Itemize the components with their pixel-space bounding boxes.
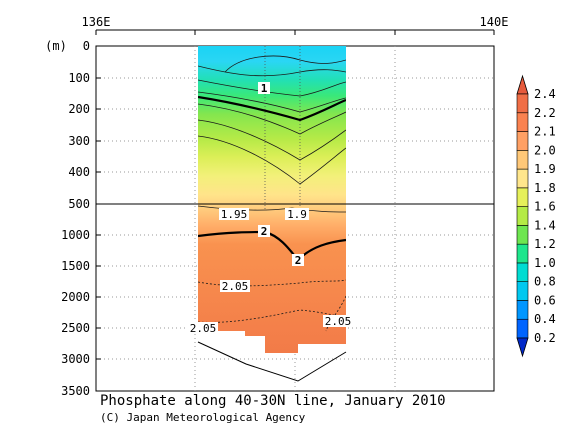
colorbar-cell: [516, 131, 529, 151]
contour-label-1-9: 1.9: [287, 208, 307, 221]
colorbar-cell: [516, 262, 529, 282]
colorbar-cell: [516, 187, 529, 207]
contour-label-2-05a: 2.05: [222, 280, 249, 293]
contour-label-2-05b: 2.05: [190, 322, 217, 335]
x-tick-140E: 140E: [480, 15, 509, 29]
x-axis-top: 136E 140E: [82, 15, 509, 35]
y-unit-label: (m): [45, 39, 67, 53]
colorbar-cell: [516, 93, 529, 114]
colorbar-bottom-arrow: [516, 337, 529, 358]
colorbar-level-label: 2.1: [534, 125, 556, 139]
x-tick-136E: 136E: [82, 15, 111, 29]
colorbar-level-label: 2.2: [534, 106, 556, 120]
y-tick-label: 1000: [61, 228, 90, 242]
y-tick-label: 0: [83, 39, 90, 53]
y-tick-label: 300: [68, 134, 90, 148]
colorbar-cell: [516, 168, 529, 189]
chart-title: Phosphate along 40-30N line, January 201…: [100, 393, 446, 409]
colorbar-cell: [516, 318, 529, 339]
colorbar-cell: [516, 150, 529, 170]
y-tick-label: 400: [68, 165, 90, 179]
colorbar-top-arrow: [516, 74, 529, 95]
contour-label-2b: 2: [295, 254, 302, 267]
chart-credit: (C) Japan Meteorological Agency: [100, 411, 306, 424]
contour-labels: 1 1.95 1.9 2 2 2.05 2.05 2.05: [188, 82, 353, 335]
phosphate-field: [198, 46, 346, 353]
y-tick-label: 500: [68, 197, 90, 211]
seafloor-outline: [197, 341, 347, 382]
colorbar-cell: [516, 206, 529, 226]
colorbar-cell: [516, 300, 529, 320]
colorbar-level-label: 1.8: [534, 181, 556, 195]
y-tick-label: 3500: [61, 384, 90, 398]
colorbar-level-label: 1.2: [534, 237, 556, 251]
colorbar-level-label: 1.9: [534, 162, 556, 176]
colorbar-level-label: 1.6: [534, 200, 556, 214]
colorbar-level-label: 2.4: [534, 87, 556, 101]
colorbar-level-label: 0.8: [534, 275, 556, 289]
contour-label-2-05c: 2.05: [325, 315, 352, 328]
y-tick-label: 3000: [61, 352, 90, 366]
colorbar-level-label: 0.4: [534, 312, 556, 326]
y-tick-label: 1500: [61, 259, 90, 273]
colorbar: 0.2 0.4 0.6 0.8 1.0 1.2 1.4 1.6 1.8 1.9 2.0 2.1 2.2 2…: [516, 74, 556, 358]
colorbar-level-label: 1.4: [534, 218, 556, 232]
colorbar-level-label: 0.2: [534, 331, 556, 345]
colorbar-level-label: 0.6: [534, 293, 556, 307]
y-tick-label: 100: [68, 71, 90, 85]
contour-label-1: 1: [261, 82, 268, 95]
colorbar-cell: [516, 225, 529, 245]
y-axis: (m) 0 100 200 300 400 500 1000 1500 2000 2500 3000…: [45, 39, 101, 398]
y-tick-label: 2500: [61, 321, 90, 335]
contour-label-1-95: 1.95: [221, 208, 248, 221]
contour-label-2a: 2: [261, 225, 268, 238]
colorbar-cell: [516, 281, 529, 301]
y-tick-label: 2000: [61, 290, 90, 304]
colorbar-cell: [516, 243, 529, 264]
colorbar-cell: [516, 112, 529, 132]
y-tick-label: 200: [68, 102, 90, 116]
colorbar-level-label: 2.0: [534, 143, 556, 157]
colorbar-level-label: 1.0: [534, 256, 556, 270]
